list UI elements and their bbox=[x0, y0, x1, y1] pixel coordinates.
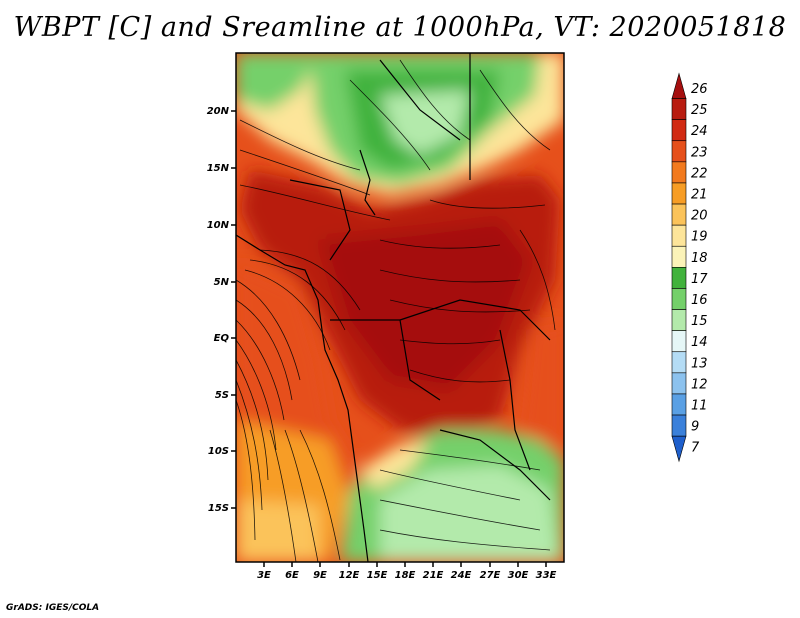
grads-credit: GrADS: IGES/COLA bbox=[6, 603, 100, 613]
colorbar-swatch bbox=[671, 330, 687, 353]
colorbar-label: 21 bbox=[691, 188, 708, 203]
colorbar-label: 7 bbox=[691, 441, 700, 456]
colorbar-label: 20 bbox=[691, 209, 708, 224]
colorbar-label: 15 bbox=[691, 314, 708, 329]
map-frame bbox=[235, 52, 565, 563]
colorbar-swatch bbox=[671, 288, 687, 310]
colorbar-swatch bbox=[671, 182, 687, 205]
map-panel bbox=[236, 53, 564, 562]
lon-tick-label: 3E bbox=[257, 570, 271, 581]
colorbar-swatch bbox=[671, 351, 687, 374]
colorbar-label: 19 bbox=[691, 230, 708, 245]
lon-tick-label: 12E bbox=[339, 570, 360, 581]
lon-tick-label: 21E bbox=[423, 570, 444, 581]
colorbar-label: 17 bbox=[691, 272, 708, 287]
colorbar-swatch bbox=[671, 98, 687, 120]
colorbar-swatch bbox=[671, 119, 687, 142]
colorbar-swatch bbox=[671, 224, 687, 247]
colorbar-swatch bbox=[671, 245, 687, 268]
lat-tick-label: 10N bbox=[207, 220, 230, 231]
colorbar-swatch bbox=[671, 203, 687, 226]
colorbar-swatch bbox=[671, 267, 687, 289]
colorbar-label: 25 bbox=[691, 103, 708, 118]
colorbar-label: 18 bbox=[691, 251, 708, 266]
colorbar-swatch bbox=[671, 72, 687, 99]
lat-tick-label: 20N bbox=[207, 106, 230, 117]
lat-tick-label: 15S bbox=[208, 503, 229, 514]
colorbar-swatch bbox=[671, 140, 687, 163]
lon-tick-label: 33E bbox=[536, 570, 557, 581]
lat-tick-label: 5S bbox=[215, 390, 229, 401]
colorbar-swatch bbox=[671, 435, 687, 463]
lat-tick-label: 15N bbox=[207, 163, 230, 174]
lat-tick-label: 5N bbox=[214, 277, 230, 288]
lon-axis: 3E 6E 9E 12E 15E 18E 21E 24E 27E 30E 33E bbox=[257, 562, 557, 581]
lon-tick-label: 27E bbox=[480, 570, 501, 581]
lat-axis: 20N 15N 10N 5N EQ 5S 10S 15S bbox=[207, 106, 236, 514]
colorbar-label: 9 bbox=[691, 420, 699, 435]
lon-tick-label: 9E bbox=[313, 570, 327, 581]
lon-tick-label: 6E bbox=[285, 570, 299, 581]
colorbar-label: 13 bbox=[691, 356, 708, 371]
colorbar: 26 25 24 23 22 21 20 19 18 17 16 15 14 13 12 11 9 7 bbox=[671, 72, 708, 463]
lon-tick-label: 30E bbox=[508, 570, 529, 581]
lon-tick-label: 24E bbox=[451, 570, 472, 581]
lat-tick-label: 10S bbox=[208, 446, 229, 457]
colorbar-swatch bbox=[671, 393, 687, 416]
lon-tick-label: 15E bbox=[367, 570, 388, 581]
colorbar-label: 12 bbox=[691, 377, 708, 392]
colorbar-label: 11 bbox=[691, 399, 708, 414]
colorbar-swatch bbox=[671, 309, 687, 331]
lon-tick-label: 18E bbox=[395, 570, 416, 581]
chart-title: WBPT [C] and Sreamline at 1000hPa, VT: 2… bbox=[13, 12, 787, 43]
colorbar-swatch bbox=[671, 161, 687, 184]
colorbar-label: 22 bbox=[691, 166, 708, 181]
colorbar-swatch bbox=[671, 414, 687, 437]
colorbar-label: 26 bbox=[691, 82, 708, 97]
colorbar-swatch bbox=[671, 372, 687, 395]
lat-tick-label: EQ bbox=[214, 333, 230, 344]
colorbar-label: 24 bbox=[691, 124, 708, 139]
colorbar-label: 14 bbox=[691, 335, 708, 350]
colorbar-label: 23 bbox=[691, 145, 708, 160]
colorbar-label: 16 bbox=[691, 293, 708, 308]
